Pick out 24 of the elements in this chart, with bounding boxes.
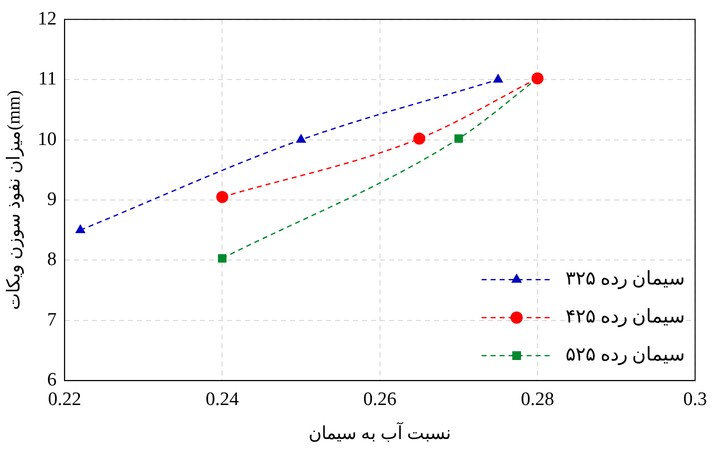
y-axis-title: میزان نفوذ سوزن ویکات(mm) — [4, 90, 25, 310]
x-tick-label: 0.24 — [206, 388, 240, 410]
y-tick-label: 10 — [38, 128, 57, 150]
y-tick-label: 12 — [38, 8, 57, 30]
point — [218, 254, 226, 263]
point — [75, 224, 86, 234]
x-tick-label: 0.22 — [48, 388, 82, 410]
point — [492, 74, 504, 83]
point — [216, 190, 228, 203]
x-axis-title: نسبت آب به سیمان — [308, 422, 452, 443]
x-tick-label: 0.28 — [520, 388, 554, 410]
y-tick-label: 11 — [38, 68, 57, 90]
legend-label: سیمان رده ۳۲۵ — [566, 268, 686, 290]
y-tick-label: 9 — [47, 188, 57, 210]
legend-label: سیمان رده ۴۲۵ — [566, 306, 686, 328]
point — [454, 134, 463, 143]
y-tick-label: 8 — [47, 249, 57, 270]
point — [413, 132, 426, 145]
x-tick-label: 0.3 — [683, 388, 707, 410]
point — [296, 134, 306, 143]
x-tick-label: 0.26 — [363, 388, 396, 410]
y-tick-label: 7 — [47, 309, 57, 330]
legend-label: سیمان رده ۵۲۵ — [566, 344, 686, 366]
y-tick-label: 6 — [47, 370, 57, 391]
